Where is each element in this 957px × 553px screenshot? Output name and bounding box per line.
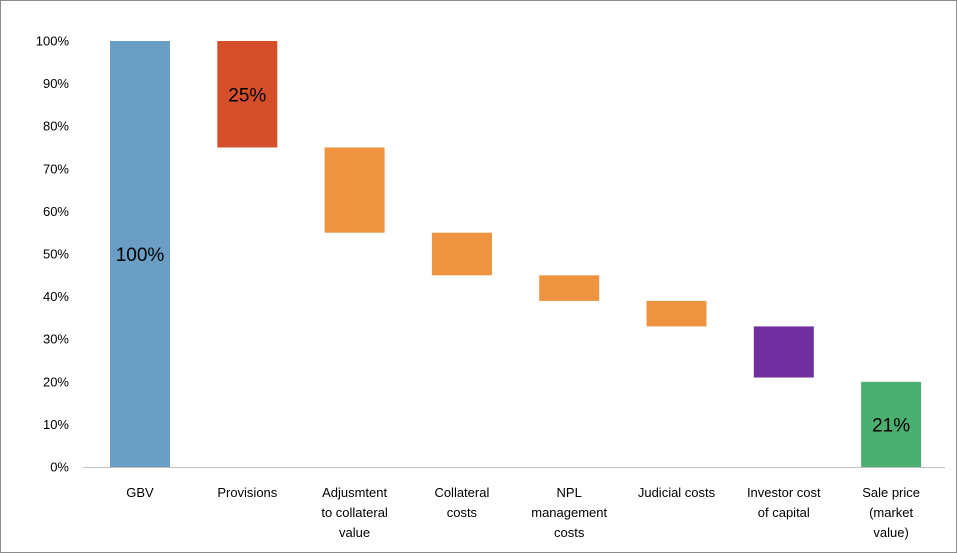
x-category-label: Investor cost of capital	[747, 485, 821, 520]
x-category-label-line: Provisions	[217, 485, 277, 500]
x-category-label: Sale price (market value)	[862, 485, 920, 540]
x-category-label-line: value	[339, 525, 370, 540]
x-category-label-line: costs	[447, 505, 478, 520]
y-tick-label: 10%	[43, 417, 69, 432]
x-category-label-line: GBV	[126, 485, 154, 500]
y-tick-label: 60%	[43, 204, 69, 219]
x-category-label-line: Investor cost	[747, 485, 821, 500]
bar	[217, 41, 278, 148]
x-category-label-line: value)	[873, 525, 908, 540]
x-category-label-line: Adjusmtent	[322, 485, 387, 500]
x-category-label: NPL management costs	[531, 485, 607, 540]
x-category-label: Adjusmtent to collateral value	[321, 485, 388, 540]
y-tick-label: 90%	[43, 76, 69, 91]
bar	[324, 147, 385, 233]
data-label: 25%	[228, 85, 266, 106]
x-category-label-line: management	[531, 505, 607, 520]
x-category-label: GBV	[126, 485, 154, 500]
bars-group	[110, 41, 922, 467]
x-category-label-line: Judicial costs	[638, 485, 716, 500]
bar	[753, 326, 814, 378]
y-tick-label: 20%	[43, 374, 69, 389]
data-labels-group: 100% 25% 21%	[116, 85, 911, 436]
y-axis-ticks: 0% 10% 20% 30% 40% 50% 60% 70% 80% 90% 100%	[36, 34, 70, 475]
bar	[110, 41, 170, 467]
data-label: 100%	[116, 245, 165, 266]
y-tick-label: 70%	[43, 161, 69, 176]
y-tick-label: 40%	[43, 289, 69, 304]
bar	[646, 300, 707, 327]
y-tick-label: 80%	[43, 119, 69, 134]
x-category-label: Judicial costs	[638, 485, 716, 500]
y-tick-label: 0%	[50, 460, 69, 475]
y-tick-label: 100%	[36, 34, 70, 49]
x-category-label-line: costs	[554, 525, 585, 540]
bar	[431, 232, 492, 276]
x-category-label: Collateral costs	[434, 485, 489, 520]
x-axis-categories: GBV Provisions Adjusmtent to collateral valu…	[126, 485, 920, 540]
data-label: 21%	[872, 415, 910, 436]
y-tick-label: 30%	[43, 332, 69, 347]
x-category-label-line: Collateral	[434, 485, 489, 500]
x-category-label-line: NPL	[557, 485, 582, 500]
x-category-label-line: Sale price	[862, 485, 920, 500]
x-category-label-line: (market	[869, 505, 913, 520]
x-category-label-line: to collateral	[321, 505, 388, 520]
bar	[861, 381, 922, 467]
y-tick-label: 50%	[43, 247, 69, 262]
x-category-label: Provisions	[217, 485, 277, 500]
x-category-label-line: of capital	[758, 505, 810, 520]
bar	[539, 275, 600, 301]
